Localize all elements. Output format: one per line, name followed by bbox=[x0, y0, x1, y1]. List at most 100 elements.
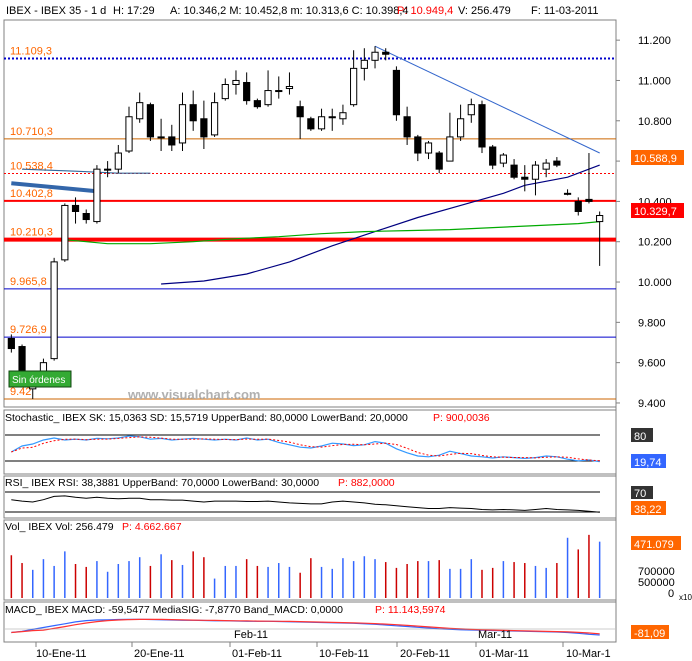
price-tick-label: 9.800 bbox=[638, 317, 666, 329]
candle-body bbox=[189, 104, 197, 122]
candle-body bbox=[521, 176, 529, 180]
candle-body bbox=[125, 116, 133, 152]
candlestick-series bbox=[7, 46, 604, 399]
price-levels: 11.109,310.710,310.538,410.402,810.210,3… bbox=[4, 45, 616, 400]
rsi-line bbox=[11, 495, 600, 513]
rsi-title: RSI_ IBEX RSI: 38,3881 UpperBand: 70,000… bbox=[5, 477, 319, 489]
candle-body bbox=[7, 337, 15, 350]
stochastic-d-line bbox=[11, 436, 600, 462]
price-level-label: 10.402,8 bbox=[10, 188, 53, 200]
chart-header: IBEX - IBEX 35 - 1 d H: 17:29 A: 10.346,… bbox=[6, 5, 598, 17]
ma-value-badge bbox=[631, 150, 684, 165]
candle-body bbox=[253, 100, 261, 108]
month-label-feb: Feb-11 bbox=[234, 629, 268, 641]
candle-body bbox=[574, 200, 582, 212]
stochastic-p: P: 900,0036 bbox=[433, 412, 490, 424]
candle-body bbox=[531, 164, 540, 180]
watermark: www.visualchart.com bbox=[127, 387, 260, 402]
candle-body bbox=[403, 116, 411, 138]
price-axis-ticks: 11.20011.00010.80010.60010.40010.20010.0… bbox=[616, 35, 672, 410]
volume-bars bbox=[10, 534, 601, 598]
stoch-upper-label: 80 bbox=[634, 431, 646, 443]
last-price-label: 10.329,7 bbox=[634, 206, 677, 218]
stochastic-content: Stochastic_ IBEX SK: 15,0363 SD: 15,5719… bbox=[5, 412, 666, 469]
candle-body bbox=[414, 136, 422, 154]
candle-body bbox=[563, 192, 572, 195]
price-tick-label: 11.000 bbox=[638, 75, 671, 87]
volume-current-badge bbox=[631, 536, 681, 550]
price-level-label: 9.965,8 bbox=[10, 276, 47, 288]
header-symbol: IBEX - IBEX 35 - 1 d bbox=[6, 5, 106, 17]
candle-body bbox=[392, 69, 401, 116]
price-level-label: 10.210,3 bbox=[10, 227, 53, 239]
month-label-mar: Mar-11 bbox=[478, 629, 512, 641]
candle-body bbox=[168, 136, 176, 146]
trend-line bbox=[374, 45, 600, 154]
candle-body bbox=[136, 102, 144, 120]
rsi-upper-badge bbox=[631, 486, 653, 499]
stoch-upper-badge bbox=[631, 428, 653, 442]
price-level-label: 9.726,9 bbox=[10, 324, 47, 336]
candle-body bbox=[18, 346, 26, 372]
price-tick-label: 11.200 bbox=[638, 35, 671, 47]
price-tick-label: 10.800 bbox=[638, 116, 672, 128]
header-p-value: P: 10.949,4 bbox=[397, 5, 453, 17]
price-tick-label: 10.200 bbox=[638, 237, 672, 249]
candle-body bbox=[596, 215, 604, 223]
stochastic-title: Stochastic_ IBEX SK: 15,0363 SD: 15,5719… bbox=[5, 412, 408, 424]
volume-content: Vol_ IBEX Vol: 256.479 P: 4.662.667 7000… bbox=[5, 521, 692, 602]
candle-body bbox=[553, 160, 561, 166]
panel-frames bbox=[3, 19, 617, 643]
macd-title: MACD_ IBEX MACD: -59,5477 MediaSIG: -7,8… bbox=[5, 604, 343, 616]
stoch-value-badge bbox=[631, 454, 666, 468]
header-volume: V: 256.479 bbox=[458, 5, 511, 17]
header-ohlc: A: 10.346,2 M: 10.452,8 m: 10.313,6 C: 1… bbox=[170, 5, 409, 17]
candle-body bbox=[104, 168, 112, 171]
rsi-value-badge bbox=[631, 501, 666, 515]
price-tick-label: 9.400 bbox=[638, 398, 666, 410]
date-label-1: 20-Ene-11 bbox=[134, 648, 185, 660]
header-time: H: 17:29 bbox=[113, 5, 155, 17]
rsi-value-label: 38,22 bbox=[634, 504, 662, 516]
candle-body bbox=[285, 86, 294, 90]
date-label-2: 01-Feb-11 bbox=[232, 648, 282, 660]
macd-value-badge bbox=[631, 625, 669, 639]
candle-body bbox=[275, 90, 283, 93]
sin-ordenes-badge[interactable]: Sin órdenes bbox=[8, 370, 72, 388]
candle-body bbox=[114, 152, 122, 170]
candle-body bbox=[478, 104, 486, 148]
price-level-label: 9.42 bbox=[10, 386, 31, 398]
candle-body bbox=[221, 84, 229, 100]
date-label-6: 10-Mar-1 bbox=[566, 648, 611, 660]
candle-body bbox=[382, 51, 390, 55]
sin-ordenes-label: Sin órdenes bbox=[12, 375, 65, 386]
candle-body bbox=[542, 162, 550, 170]
date-label-3: 10-Feb-11 bbox=[319, 648, 369, 660]
volume-p: P: 4.662.667 bbox=[122, 521, 182, 533]
candle-body bbox=[360, 59, 368, 69]
candle-body bbox=[71, 204, 80, 212]
candle-body bbox=[499, 154, 507, 164]
price-level-label: 10.710,3 bbox=[10, 126, 53, 138]
volume-title: Vol_ IBEX Vol: 256.479 bbox=[5, 521, 114, 533]
price-tick-label: 9.600 bbox=[638, 358, 666, 370]
date-label-5: 01-Mar-11 bbox=[479, 648, 529, 660]
rsi-upper-label: 70 bbox=[634, 488, 646, 500]
candle-body bbox=[50, 261, 58, 360]
candle-body bbox=[456, 118, 465, 138]
volume-current-label: 471.079 bbox=[634, 539, 674, 551]
candle-body bbox=[510, 164, 518, 178]
vol-tick-1: 500000 bbox=[638, 577, 675, 589]
candle-body bbox=[61, 204, 69, 261]
ma-value-label: 10.588,9 bbox=[634, 153, 677, 165]
stoch-value-label: 19,74 bbox=[634, 457, 662, 469]
macd-signal-line bbox=[11, 618, 600, 635]
date-label-0: 10-Ene-11 bbox=[36, 648, 87, 660]
vol-tick-0: 700000 bbox=[638, 566, 675, 578]
candle-body bbox=[467, 104, 475, 116]
date-label-4: 20-Feb-11 bbox=[400, 648, 450, 660]
candle-body bbox=[585, 198, 593, 202]
x-axis: Feb-11 Mar-11 10-Ene-11 20-Ene-11 01-Feb… bbox=[4, 629, 616, 660]
mid-moving-average bbox=[64, 221, 600, 245]
